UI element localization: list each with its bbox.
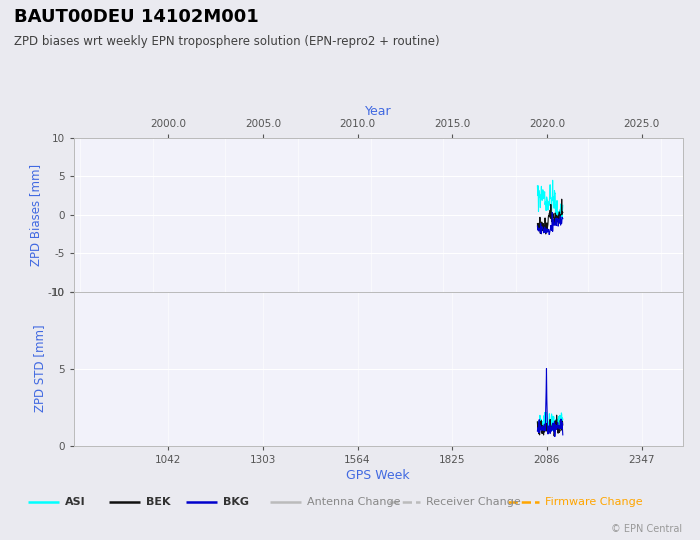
Text: BKG: BKG: [223, 497, 248, 507]
Text: © EPN Central: © EPN Central: [611, 523, 682, 534]
Text: ZPD biases wrt weekly EPN troposphere solution (EPN-repro2 + routine): ZPD biases wrt weekly EPN troposphere so…: [14, 35, 440, 48]
Text: BAUT00DEU 14102M001: BAUT00DEU 14102M001: [14, 8, 259, 26]
Text: BEK: BEK: [146, 497, 170, 507]
Text: Firmware Change: Firmware Change: [545, 497, 642, 507]
Text: Antenna Change: Antenna Change: [307, 497, 400, 507]
X-axis label: GPS Week: GPS Week: [346, 469, 410, 482]
X-axis label: Year: Year: [365, 105, 391, 118]
Y-axis label: ZPD Biases [mm]: ZPD Biases [mm]: [29, 164, 42, 266]
Text: Receiver Change: Receiver Change: [426, 497, 520, 507]
Y-axis label: ZPD STD [mm]: ZPD STD [mm]: [33, 325, 46, 413]
Text: ASI: ASI: [65, 497, 85, 507]
